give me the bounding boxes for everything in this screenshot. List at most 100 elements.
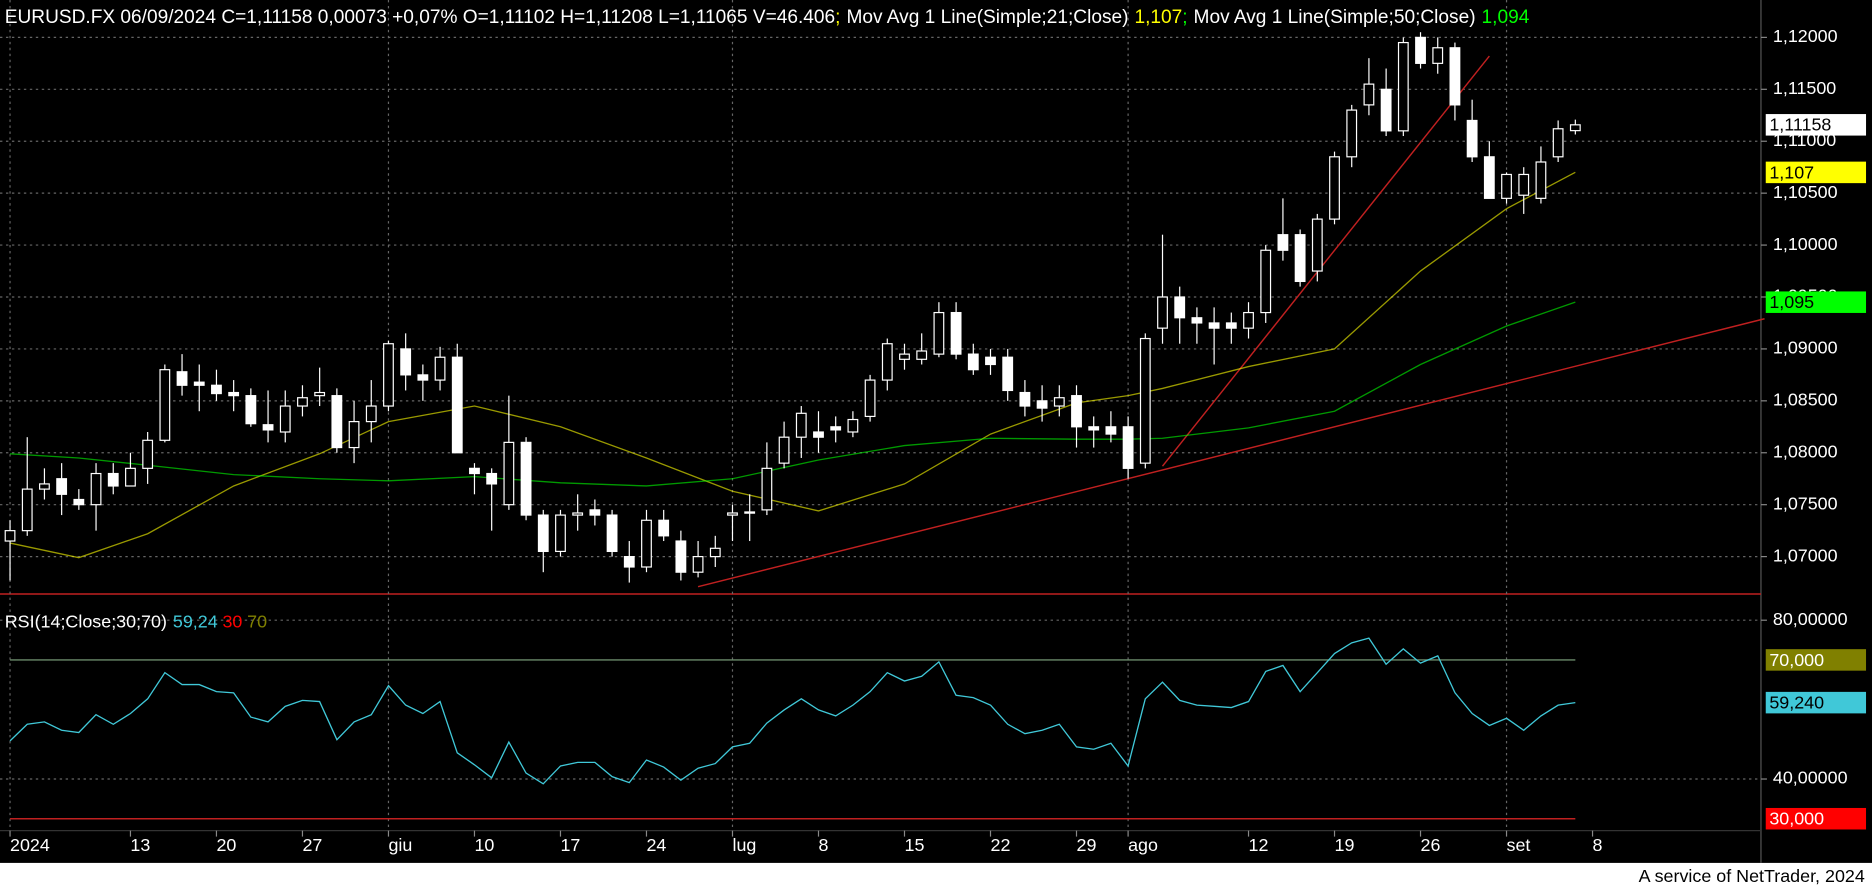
x-tick-label: 29	[1077, 835, 1097, 855]
candle-body	[21, 488, 33, 532]
candle-body	[1311, 218, 1323, 272]
level-tag-box	[1765, 807, 1867, 830]
candle-body	[658, 519, 670, 537]
candle-body	[1002, 356, 1014, 392]
x-tick-label: 15	[904, 835, 924, 855]
candle-body	[417, 374, 429, 381]
candle-body	[1518, 173, 1530, 196]
candle-body	[56, 478, 68, 495]
ma-tag: 1,107	[1769, 162, 1814, 182]
y-tick-label: 1,07000	[1773, 545, 1838, 565]
candle-body	[1397, 41, 1409, 132]
chart-legend: EURUSD.FX 06/09/2024 C=1,11158 0,00073 +…	[5, 7, 1530, 28]
level-tag-box	[1765, 649, 1867, 671]
candle-body	[813, 431, 824, 438]
indicator-title: RSI(14;Close;30;70)	[5, 611, 167, 631]
x-tick-label: 10	[474, 835, 494, 855]
level-label: 70	[247, 611, 267, 631]
candle-body	[1105, 426, 1117, 435]
x-tick-label: 12	[1249, 835, 1269, 855]
candle-body	[881, 343, 893, 381]
candle-body	[520, 441, 532, 516]
candle-body	[469, 467, 480, 475]
chart-title: EURUSD.FX 06/09/2024 C=1,11158 0,00073 +…	[5, 7, 835, 28]
x-tick-label: 2024	[10, 835, 50, 855]
candle-body	[1208, 322, 1220, 329]
y-tick-label: 1,08500	[1773, 390, 1838, 410]
trendline	[1161, 55, 1490, 467]
y-tick-label: 1,08000	[1773, 441, 1838, 461]
indicator-line	[9, 637, 1576, 785]
legend-name: Mov Avg 1 Line(Simple;50;Close)	[1194, 7, 1476, 28]
candle-body	[899, 353, 910, 360]
candle-body	[1191, 317, 1203, 324]
candle-body	[830, 426, 842, 431]
candle-body	[744, 511, 756, 514]
candle-body	[4, 530, 16, 542]
candle-body	[623, 556, 635, 568]
candle-body	[641, 519, 652, 568]
x-tick-label: lug	[732, 835, 756, 855]
candle-body	[1174, 296, 1186, 319]
footer: A service of NetTrader, 2024	[1639, 866, 1865, 886]
legend-separator: ;	[1182, 7, 1187, 28]
candle-body	[1535, 161, 1547, 199]
candle-body	[451, 356, 463, 454]
candle-body	[331, 395, 343, 449]
candle-body	[1432, 47, 1444, 64]
x-tick-label: 19	[1335, 835, 1355, 855]
legend-separator: ;	[835, 7, 840, 28]
candle-body	[1329, 156, 1340, 220]
x-tick-label: 27	[302, 835, 322, 855]
candle-body	[125, 467, 136, 487]
candle-body	[1157, 296, 1168, 329]
candle-body	[1294, 234, 1306, 283]
candle-body	[176, 371, 188, 386]
candle-body	[39, 483, 50, 490]
candle-body	[1036, 400, 1048, 409]
y-tick-label: 1,10000	[1773, 234, 1838, 254]
candle-body	[1019, 391, 1031, 407]
candle-body	[228, 391, 240, 397]
candle-body	[1466, 119, 1478, 158]
candle-body	[365, 405, 377, 423]
candle-body	[1552, 128, 1564, 158]
candle-body	[486, 472, 498, 485]
candle-body	[1071, 395, 1082, 428]
candle-body	[1483, 156, 1495, 199]
candle-body	[572, 512, 584, 516]
candle-body	[916, 350, 928, 360]
candle-body	[1225, 322, 1237, 329]
candle-body	[606, 514, 618, 553]
y-tick-label: 1,07500	[1773, 493, 1838, 513]
candle-body	[555, 514, 566, 553]
y-tick-label: 1,10500	[1773, 182, 1838, 202]
close-tag: 1,11158	[1769, 115, 1831, 135]
lines	[9, 55, 1765, 820]
candle-body	[400, 348, 412, 376]
x-tick-label: 20	[216, 835, 236, 855]
candle-body	[73, 498, 85, 506]
y-tick-label: 1,11500	[1773, 78, 1836, 98]
axes: 1,07000 1,07500 1,08000 1,08500 1,09000 1,095…	[9, 26, 1867, 855]
candle-body	[107, 472, 119, 487]
candle-body	[434, 356, 446, 381]
candle-body	[383, 343, 394, 407]
candle-body	[245, 395, 257, 425]
level-tag: 70,000	[1769, 650, 1824, 670]
candle-body	[1346, 109, 1358, 158]
candle-body	[864, 379, 876, 418]
candle-body	[933, 311, 945, 355]
close-tag-box	[1765, 114, 1867, 136]
x-tick-label: 8	[818, 835, 828, 855]
candle-body	[193, 381, 205, 386]
legend-name: Mov Avg 1 Line(Simple;21;Close)	[846, 7, 1128, 28]
level-label: 30	[222, 611, 242, 631]
candle-body	[1139, 337, 1151, 464]
x-tick-label: giu	[388, 835, 412, 855]
candle-body	[503, 441, 515, 506]
candle-body	[1501, 173, 1512, 199]
candle-body	[967, 353, 979, 371]
candle-body	[279, 405, 291, 433]
